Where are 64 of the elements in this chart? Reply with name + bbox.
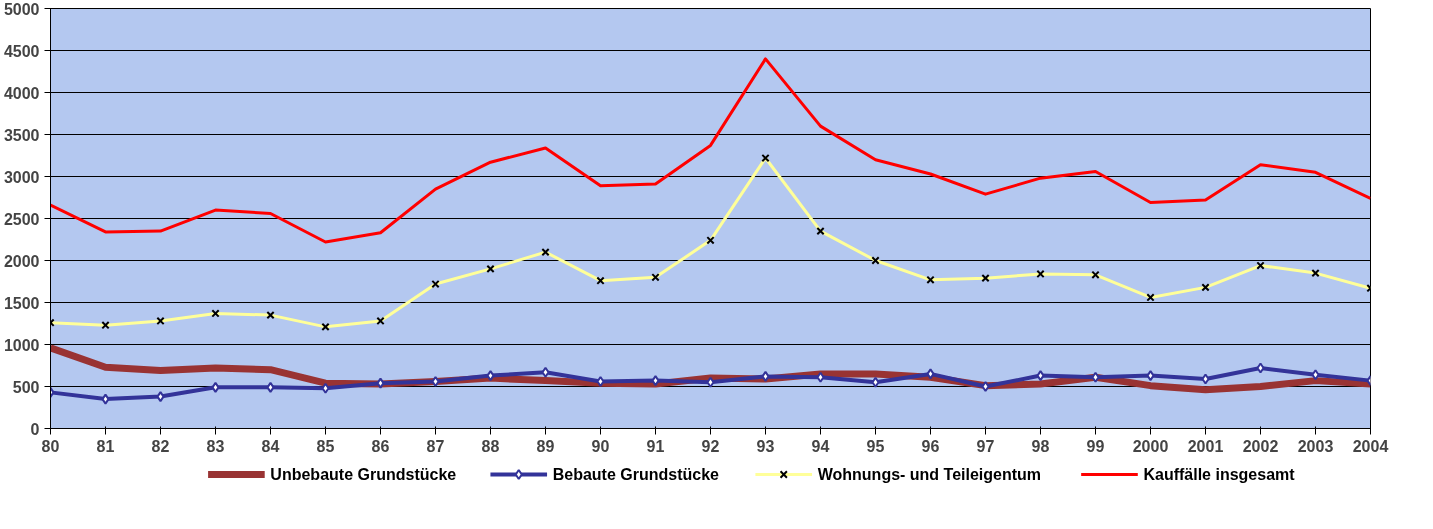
x-tick-label: 2001 [1187,437,1224,455]
legend-label: Bebaute Grundstücke [552,466,720,483]
y-tick-label: 5000 [3,0,40,18]
point [486,370,495,382]
point [651,375,660,387]
y-tick-label: 2000 [3,252,40,270]
point [706,376,715,388]
point [211,381,220,393]
point [431,375,440,387]
legend-label: Wohnungs- und Teileigentum [817,466,1042,483]
point [981,381,990,392]
x-tick-label: 82 [151,437,170,455]
y-tick-label: 1500 [3,294,40,312]
line-series [50,57,1371,244]
legend-label: Unbebaute Grundstücke [270,466,457,483]
x-tick-label: 98 [1031,437,1050,455]
point [1201,373,1210,385]
x-tick-label: 87 [426,437,445,455]
x-tick-label: 2000 [1132,437,1169,455]
point [1091,371,1100,383]
x-tick-label: 85 [316,437,335,455]
x-tick-label: 89 [536,437,555,455]
y-tick-label: 3000 [3,168,40,186]
y-tick-label: 0 [30,420,40,438]
y-tick-label: 4500 [3,42,40,60]
x-tick-label: 96 [921,437,940,455]
x-tick-label: 80 [41,437,60,455]
point [761,370,770,382]
x-tick-label: 93 [756,437,775,455]
y-tick-label: 2500 [3,210,40,228]
x-tick-label: 94 [811,437,830,455]
x-tick-label: 92 [701,437,720,455]
point [871,376,880,388]
point [156,391,165,403]
legend-label: Kauffälle insgesamt [1143,466,1296,483]
y-tick-label: 500 [12,378,40,396]
point [266,381,275,393]
point [101,393,110,405]
point [596,375,605,387]
x-tick-label: 95 [866,437,885,455]
x-tick-label: 90 [591,437,610,455]
point [926,368,935,380]
y-tick-label: 1000 [3,336,40,354]
x-tick-label: 2004 [1352,437,1389,455]
x-tick-label: 97 [976,437,995,455]
x-tick-label: 83 [206,437,225,455]
x-tick-label: 99 [1086,437,1105,455]
point [816,371,825,383]
point [1146,370,1155,382]
x-tick-label: 2002 [1242,437,1279,455]
point [321,382,330,394]
y-tick-label: 4000 [3,84,40,102]
point [1256,362,1265,374]
x-tick-label: 84 [261,437,280,455]
x-tick-label: 2003 [1297,437,1334,455]
x-tick-label: 91 [646,437,665,455]
x-tick-label: 81 [96,437,115,455]
point [1311,369,1320,381]
point [376,377,385,389]
point [541,366,550,378]
y-tick-label: 3500 [3,126,40,144]
point [1036,370,1045,382]
x-tick-label: 86 [371,437,390,455]
x-tick-label: 88 [481,437,500,455]
